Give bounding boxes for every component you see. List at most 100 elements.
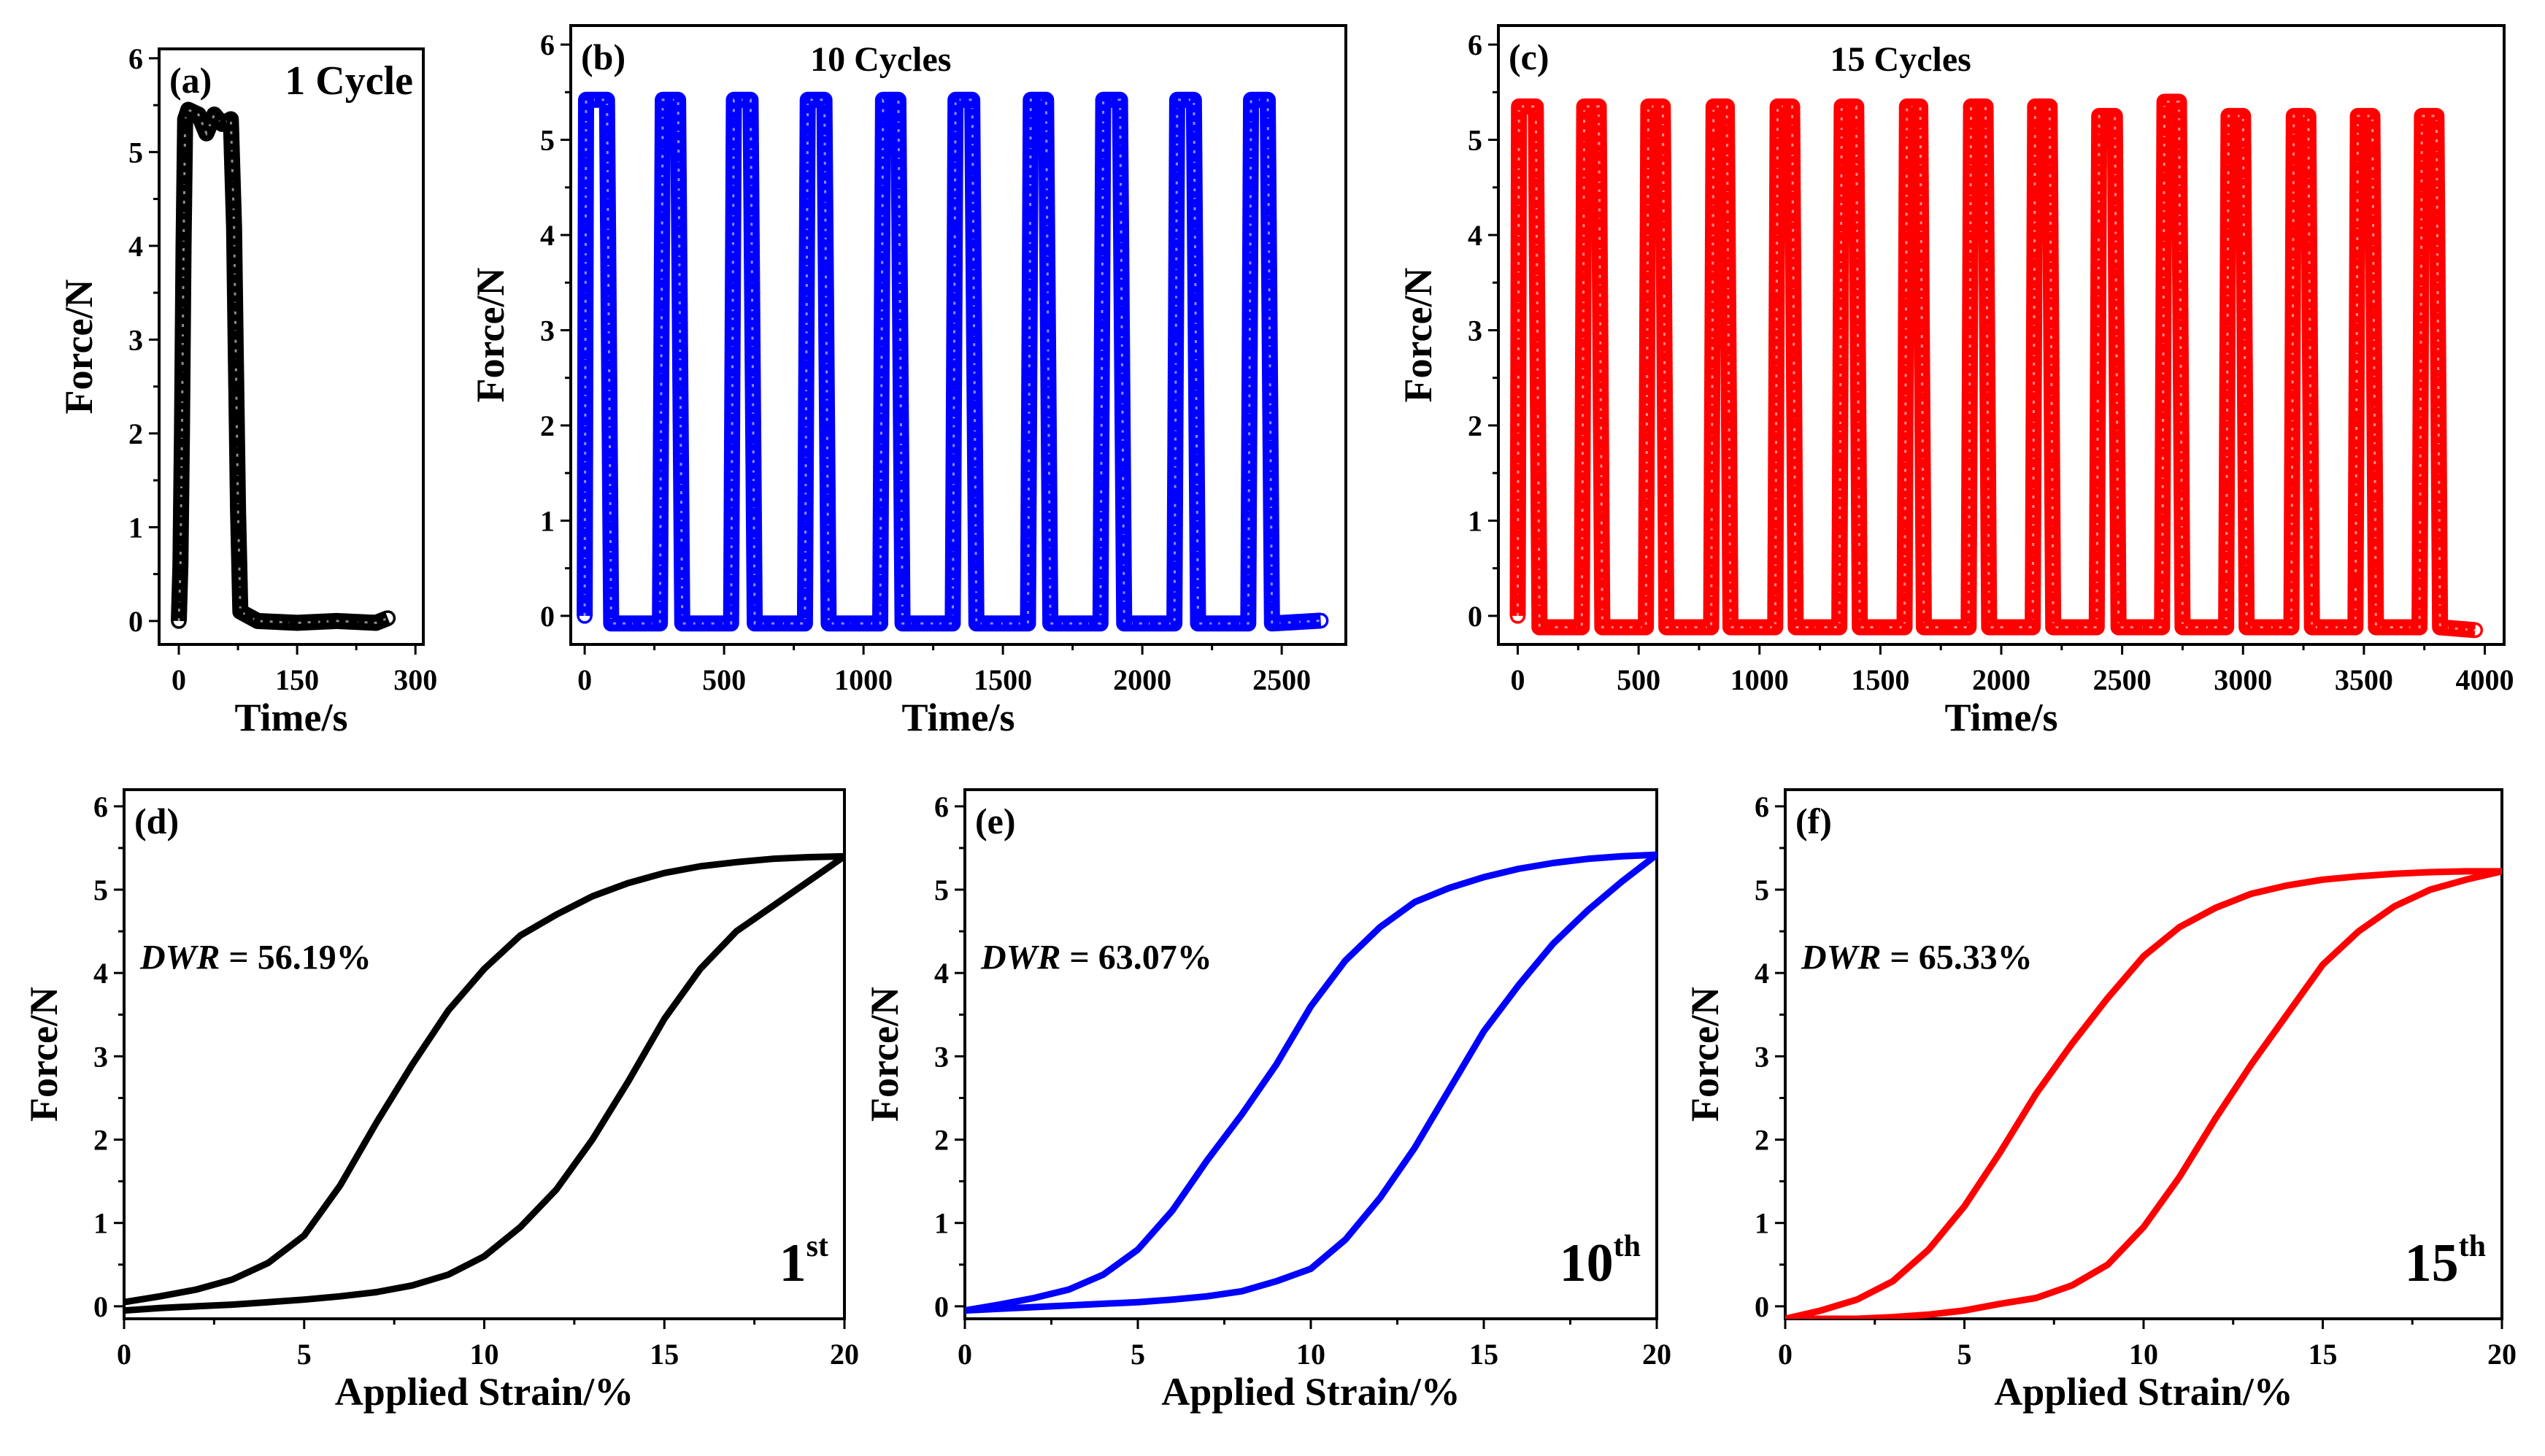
- x-axis-label: Applied Strain/%: [1161, 1370, 1460, 1414]
- y-axis-label: Force/N: [22, 987, 66, 1122]
- data-point: [173, 513, 189, 529]
- x-axis-label: Time/s: [234, 696, 347, 739]
- y-axis-label: Force/N: [469, 268, 512, 403]
- x-tick-label: 5: [1957, 1338, 1972, 1371]
- data-point: [763, 615, 779, 632]
- data-point: [1296, 613, 1313, 630]
- data-point: [2091, 108, 2107, 124]
- data-point: [1150, 615, 1166, 632]
- panel-tag: (d): [134, 801, 179, 841]
- data-point: [232, 589, 248, 605]
- plot-area: [1509, 93, 2484, 639]
- data-point: [2432, 619, 2448, 636]
- y-tick-label: 5: [1755, 874, 1769, 906]
- data-point: [2238, 619, 2255, 636]
- data-point: [875, 92, 891, 108]
- data-point: [1833, 99, 1850, 115]
- data-point: [2414, 108, 2430, 124]
- data-point: [1916, 619, 1932, 636]
- x-tick-label: 1000: [1730, 663, 1789, 696]
- series-line-loading: [965, 851, 1657, 1314]
- plot-frame: [569, 24, 1347, 646]
- data-point: [2253, 619, 2270, 636]
- data-point: [1003, 615, 1019, 632]
- panel-c: 0 500 1000 1500 2000 2500 3000 3500 4000 0 1 2 3 4 5 6 T…: [1396, 24, 2514, 739]
- x-tick-label: 4000: [2456, 663, 2514, 696]
- y-tick-label: 6: [128, 42, 143, 75]
- data-point: [1169, 92, 1185, 108]
- data-point: [2189, 619, 2206, 636]
- x-tick-label: 15: [650, 1338, 679, 1371]
- panel-tag: (b): [581, 36, 625, 77]
- data-point: [2382, 619, 2399, 636]
- x-tick-label: 2500: [1252, 663, 1311, 696]
- plot-area: [965, 851, 1657, 1314]
- data-point: [985, 615, 1002, 632]
- x-tick-label: 2000: [1972, 663, 2030, 696]
- dwr-name: DWR: [139, 938, 220, 977]
- data-point: [1576, 99, 1593, 115]
- y-tick-label: 4: [1468, 219, 1482, 252]
- cycle-suffix: st: [806, 1230, 828, 1263]
- plot-area: [171, 101, 396, 631]
- data-point: [2156, 93, 2173, 110]
- y-tick-label: 6: [540, 28, 555, 61]
- x-tick-label: 15: [2309, 1338, 2338, 1371]
- x-tick-label: 5: [1131, 1338, 1145, 1371]
- x-tick-label: 1500: [974, 663, 1032, 696]
- data-point: [231, 559, 247, 576]
- x-tick-label: 300: [393, 663, 437, 696]
- data-point: [230, 515, 247, 531]
- data-point: [1243, 92, 1259, 108]
- data-point: [2174, 619, 2191, 636]
- data-point: [1673, 619, 1690, 636]
- series-line-loading: [124, 852, 844, 1306]
- y-tick-label: 2: [934, 1124, 949, 1157]
- x-tick-label: 5: [297, 1338, 312, 1371]
- series-line-unloading: [1785, 868, 2502, 1319]
- x-axis-label: Applied Strain/%: [1994, 1370, 2293, 1414]
- plot-area: [1785, 868, 2502, 1319]
- x-tick-label: 0: [117, 1338, 131, 1371]
- y-tick-label: 2: [1468, 409, 1482, 442]
- y-tick-label: 6: [93, 790, 108, 823]
- y-axis-label: Force/N: [1683, 987, 1727, 1122]
- cycle-suffix: th: [1614, 1230, 1641, 1263]
- x-tick-label: 0: [172, 663, 186, 696]
- data-point: [1059, 615, 1075, 632]
- y-tick-label: 0: [934, 1290, 949, 1323]
- data-point: [230, 500, 246, 517]
- cycle-label: 15th: [2405, 1230, 2486, 1293]
- panel-tag: (a): [169, 60, 212, 101]
- y-tick-label: 5: [934, 874, 949, 906]
- data-point: [2268, 619, 2284, 636]
- data-point: [190, 107, 207, 123]
- y-tick-label: 2: [540, 409, 555, 442]
- dwr-annotation: DWR = 56.19%: [139, 938, 371, 977]
- y-tick-label: 0: [1468, 600, 1482, 633]
- y-tick-label: 0: [93, 1290, 108, 1323]
- data-point: [578, 92, 594, 108]
- x-tick-label: 3000: [2214, 663, 2272, 696]
- y-tick-label: 0: [540, 600, 555, 633]
- y-tick-label: 1: [128, 511, 143, 544]
- data-point: [1963, 99, 1979, 115]
- data-point: [799, 92, 816, 108]
- data-point: [1722, 619, 1739, 636]
- panel-a: 0 150 300 0 1 2 3 4 5 6 Time/s Force/N (a) 1 Cycle: [57, 42, 437, 739]
- data-point: [2045, 619, 2061, 636]
- y-tick-label: 5: [1468, 124, 1482, 157]
- data-point: [947, 92, 963, 108]
- panel-title: 10 Cycles: [810, 40, 951, 79]
- data-point: [380, 610, 396, 626]
- dwr-annotation: DWR = 65.33%: [1801, 938, 2033, 977]
- panel-b: 0 500 1000 1500 2000 2500 0 1 2 3 4 5 6 Time/s Force/N…: [469, 24, 1347, 739]
- y-tick-label: 1: [540, 504, 555, 537]
- data-point: [172, 557, 188, 573]
- data-point: [911, 615, 928, 632]
- y-tick-label: 6: [1755, 790, 1769, 823]
- data-point: [2318, 619, 2335, 636]
- data-point: [2286, 108, 2302, 124]
- x-tick-label: 20: [2487, 1338, 2517, 1371]
- data-point: [1594, 619, 1611, 636]
